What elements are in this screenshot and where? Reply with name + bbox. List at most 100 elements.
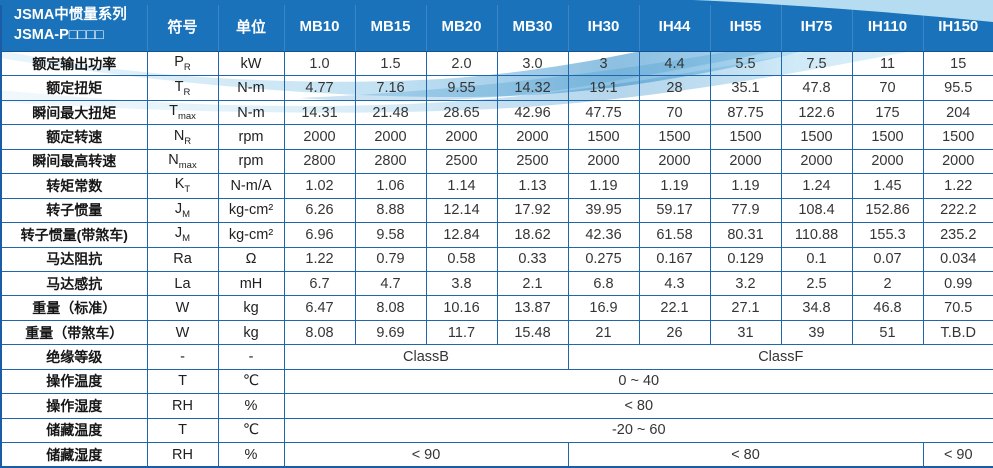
column-header-ih150: IH150 [922, 0, 993, 52]
value-cell: 2000 [780, 148, 853, 175]
value-cell: 80.31 [709, 222, 782, 248]
column-header-ih110: IH110 [851, 0, 924, 52]
symbol-cell: T [146, 368, 219, 395]
unit-cell: N-m [217, 99, 285, 126]
value-cell: 0.1 [780, 246, 853, 272]
row-label: 转子惯量(带煞车) [0, 222, 148, 248]
value-cell: 11.7 [425, 319, 498, 346]
value-cell: 95.5 [922, 75, 993, 101]
symbol-cell: W [146, 295, 219, 321]
value-cell: 1.19 [638, 173, 711, 199]
value-cell: 7.16 [354, 75, 427, 101]
value-cell: 12.14 [425, 197, 498, 224]
row-label: 绝缘等级 [0, 344, 148, 370]
symbol-cell: PR [146, 50, 219, 77]
value-cell: 1.5 [354, 50, 427, 77]
table-row: 储藏湿度 RH% < 90 < 80 < 90 [0, 442, 993, 468]
symbol-cell: La [146, 270, 219, 297]
row-label: 瞬间最高转速 [0, 148, 148, 175]
unit-cell: rpm [217, 124, 285, 150]
symbol-subscript: T [184, 184, 191, 196]
table-row: 马达感抗 La mH 6.7 4.7 3.8 2.1 6.8 4.3 3.2 2.5 2 0.99 [0, 270, 993, 297]
value-cell: 0.167 [638, 246, 711, 272]
value-cell: 110.88 [780, 222, 853, 248]
value-cell: 61.58 [638, 222, 711, 248]
column-header-ih30: IH30 [567, 0, 640, 52]
value-cell: 2000 [709, 148, 782, 175]
value-cell: 2000 [283, 124, 356, 150]
span-value-cell: 0 ~ 40 [283, 368, 993, 395]
row-label: 马达阻抗 [0, 246, 148, 272]
value-cell: 1.22 [922, 173, 993, 199]
symbol-cell: - [146, 344, 219, 370]
symbol-cell: W [146, 319, 219, 346]
value-cell: 0.129 [709, 246, 782, 272]
unit-cell: kg [217, 295, 285, 321]
column-header-unit: 单位 [217, 0, 285, 52]
symbol-cell: JM [146, 222, 219, 248]
value-cell: 2000 [567, 148, 640, 175]
value-cell: 2500 [496, 148, 569, 175]
value-cell: 222.2 [922, 197, 993, 224]
value-cell: 35.1 [709, 75, 782, 101]
value-cell: 2800 [354, 148, 427, 175]
unit-cell: kg-cm² [217, 197, 285, 224]
row-label: 操作湿度 [0, 393, 148, 419]
value-cell: 1500 [922, 124, 993, 150]
value-cell: 87.75 [709, 99, 782, 126]
table-row: 操作湿度 RH% < 80 [0, 393, 993, 419]
table-row: 操作温度 T ℃ 0 ~ 40 [0, 368, 993, 395]
column-header-mb30: MB30 [496, 0, 569, 52]
symbol-cell: T [146, 417, 219, 444]
value-cell: 27.1 [709, 295, 782, 321]
symbol-cell: TR [146, 75, 219, 101]
table-row: 储藏温度 T ℃ -20 ~ 60 [0, 417, 993, 444]
value-cell: 1500 [638, 124, 711, 150]
row-label: 瞬间最大扭矩 [0, 99, 148, 126]
value-cell: 17.92 [496, 197, 569, 224]
value-cell: 70 [638, 99, 711, 126]
row-label: 储藏湿度 [0, 442, 148, 468]
row-label: 操作温度 [0, 368, 148, 395]
span-value-cell: < 80 [283, 393, 993, 419]
value-cell: 1.0 [283, 50, 356, 77]
row-label: 额定转速 [0, 124, 148, 150]
value-cell: 26 [638, 319, 711, 346]
row-label: 重量（带煞车） [0, 319, 148, 346]
value-cell: 2800 [283, 148, 356, 175]
value-cell: 0.79 [354, 246, 427, 272]
row-label: 马达感抗 [0, 270, 148, 297]
value-cell: 14.32 [496, 75, 569, 101]
table-row: 转子惯量(带煞车) JM kg-cm² 6.96 9.58 12.84 18.62 42.36… [0, 222, 993, 248]
value-cell: 19.1 [567, 75, 640, 101]
value-cell: 0.034 [922, 246, 993, 272]
span-value-cell: ClassF [567, 344, 993, 370]
value-cell: 0.07 [851, 246, 924, 272]
value-cell: 31 [709, 319, 782, 346]
value-cell: 6.26 [283, 197, 356, 224]
value-cell: 77.9 [709, 197, 782, 224]
span-value-cell: < 80 [567, 442, 924, 468]
value-cell: 175 [851, 99, 924, 126]
span-value-cell: < 90 [283, 442, 569, 468]
value-cell: 4.3 [638, 270, 711, 297]
value-cell: 1.24 [780, 173, 853, 199]
value-cell: 47.75 [567, 99, 640, 126]
value-cell: 1.22 [283, 246, 356, 272]
symbol-subscript: R [183, 86, 191, 98]
series-title-line1: JSMA中惯量系列 [14, 7, 127, 24]
value-cell: 3.0 [496, 50, 569, 77]
value-cell: 46.8 [851, 295, 924, 321]
value-cell: 2000 [425, 124, 498, 150]
table-row: 额定输出功率 PR kW 1.0 1.5 2.0 3.0 3 4.4 5.5 7.5 11 15 [0, 50, 993, 77]
value-cell: 21 [567, 319, 640, 346]
value-cell: 22.1 [638, 295, 711, 321]
unit-cell: kg [217, 319, 285, 346]
row-label: 重量（标准） [0, 295, 148, 321]
unit-cell: - [217, 344, 285, 370]
value-cell: 3 [567, 50, 640, 77]
value-cell: 1500 [780, 124, 853, 150]
value-cell: 2 [851, 270, 924, 297]
unit-cell: N-m [217, 75, 285, 101]
